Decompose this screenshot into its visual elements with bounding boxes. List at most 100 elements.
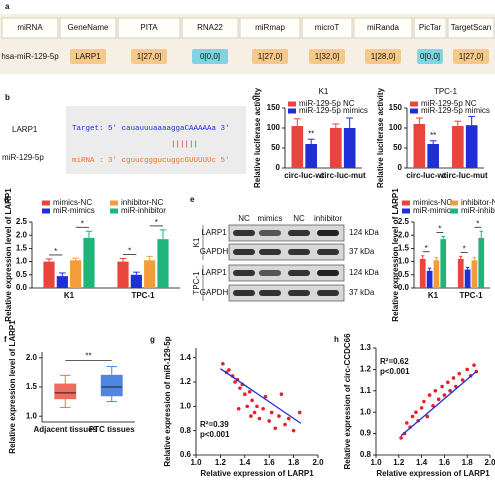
point — [273, 426, 278, 431]
header-cell — [1, 17, 59, 39]
significance: * — [463, 244, 466, 253]
point — [261, 406, 265, 411]
panel-label: c — [252, 93, 257, 102]
y-tick-label: 1.5 — [16, 244, 28, 253]
point — [291, 428, 296, 433]
point — [297, 410, 302, 415]
band — [288, 290, 310, 296]
point — [427, 393, 432, 397]
bar — [329, 128, 342, 168]
header-text: microT — [315, 23, 340, 32]
target-sequence: Target: 5' cauauuuaaaaggaCAAAAAa 3' — [72, 125, 230, 133]
y-tick-label: 1.4 — [180, 353, 192, 362]
band — [259, 249, 281, 255]
alignment-name: LARP1 — [12, 125, 38, 134]
legend-swatch — [288, 108, 296, 114]
point — [404, 421, 409, 425]
band — [317, 270, 339, 276]
bar — [43, 261, 55, 288]
cell-text: 1[27,0] — [258, 52, 282, 61]
x-tick-label: 1.2 — [393, 458, 405, 467]
legend-label: mimics-NC — [53, 198, 92, 207]
point — [255, 404, 259, 409]
blot-strip — [228, 224, 345, 242]
y-tick-label: 2.0 — [398, 230, 410, 239]
cell-badge — [453, 49, 489, 64]
x-tick-label: K1 — [64, 291, 75, 300]
y-tick-label: 0 — [398, 163, 403, 172]
panel-label: e — [190, 195, 195, 204]
x-tick-label: TPC-1 — [131, 291, 155, 300]
cell-badge — [70, 49, 106, 64]
y-tick-label: 1.2 — [180, 377, 192, 386]
annotation: p<0.001 — [380, 367, 410, 376]
header-cell — [301, 17, 353, 39]
bar — [130, 274, 142, 288]
bar — [419, 258, 426, 288]
point — [286, 416, 291, 421]
header-text: PITA — [140, 23, 158, 32]
panel-label: d — [4, 195, 9, 204]
point — [433, 389, 438, 393]
legend-swatch — [110, 208, 118, 214]
y-tick-label: 1.0 — [180, 401, 192, 410]
header-cell — [117, 17, 181, 39]
annotation: R²=0.62 — [380, 357, 409, 366]
size-label: 124 kDa — [349, 268, 379, 277]
point — [440, 384, 444, 389]
y-tick-label: 1.0 — [16, 257, 28, 266]
band — [317, 290, 339, 296]
y-tick-label: 0 — [276, 163, 281, 172]
x-tick-label: circ-luc-mut — [442, 171, 488, 180]
point — [247, 389, 252, 394]
band — [288, 249, 310, 255]
legend-label: miR-129-5p mimics — [421, 106, 490, 115]
point — [472, 363, 476, 367]
band — [233, 249, 255, 255]
x-tick-label: 2.0 — [484, 458, 495, 467]
y-tick-label: 150 — [389, 103, 403, 112]
y-tick-label: 0.6 — [180, 450, 192, 459]
bar — [83, 237, 95, 288]
legend-swatch — [402, 208, 410, 214]
point — [283, 422, 287, 427]
legend-label: inhibitor-NC — [121, 198, 163, 207]
point — [414, 410, 418, 415]
legend-swatch — [42, 200, 50, 206]
point — [422, 399, 426, 404]
legend-label: miR-mimics — [413, 206, 455, 215]
cell-badge — [309, 49, 345, 64]
point — [399, 436, 403, 440]
y-tick-label: 50 — [271, 143, 280, 152]
legend-label: miR-129-5p NC — [421, 99, 477, 108]
band-label: GAPDH — [200, 247, 229, 256]
x-tick-label: K1 — [428, 291, 439, 300]
point — [425, 414, 430, 419]
x-tick-label: circ-luc-mut — [320, 171, 366, 180]
point — [446, 380, 450, 385]
point — [221, 362, 225, 366]
group-label: K1 — [192, 237, 201, 247]
x-tick-label: 1.4 — [239, 458, 251, 467]
bar — [451, 126, 464, 168]
cell-text: 1[32,0] — [315, 52, 339, 61]
point — [243, 392, 247, 397]
point — [277, 414, 281, 418]
bar — [427, 144, 440, 168]
size-label: 37 kDa — [349, 247, 375, 256]
point — [465, 367, 470, 372]
point — [236, 406, 241, 411]
y-tick-label: 1.1 — [360, 386, 372, 395]
bar — [457, 258, 464, 288]
header-text: miRNA — [17, 23, 43, 32]
pairing: |||||| — [171, 141, 198, 149]
header-cell — [413, 17, 447, 39]
box — [54, 383, 77, 400]
chart-title: K1 — [319, 87, 329, 96]
y-tick-label: 1.0 — [360, 407, 372, 416]
bar — [471, 260, 478, 288]
cell-text: 0[0,0] — [200, 52, 220, 61]
point — [442, 393, 447, 397]
x-axis-label: Relative expression of LARP1 — [376, 469, 490, 478]
significance: * — [54, 247, 57, 256]
